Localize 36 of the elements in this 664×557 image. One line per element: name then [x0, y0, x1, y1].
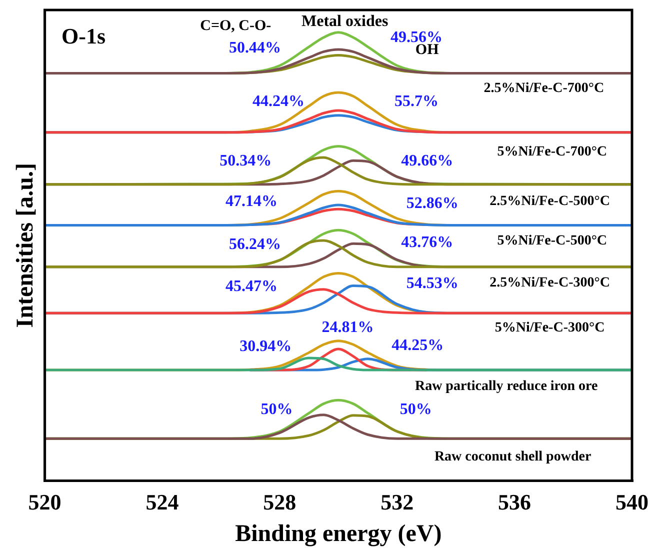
annotation: 44.25% — [392, 336, 444, 354]
x-tick-label: 532 — [380, 490, 414, 515]
annotation: 50% — [260, 400, 293, 418]
annotation: 44.24% — [252, 92, 305, 110]
annotation: 50.44% — [229, 39, 282, 56]
annotation: O-1s — [62, 23, 106, 48]
annotation: 5%Ni/Fe-C-300°C — [494, 320, 605, 336]
annotation: Raw partically reduce iron ore — [414, 379, 598, 394]
annotation: 56.24% — [229, 236, 282, 254]
annotation: 55.7% — [394, 92, 438, 110]
x-axis-title: Binding energy (eV) — [235, 520, 442, 547]
x-tick-label: 524 — [146, 490, 179, 515]
x-tick-label: 520 — [28, 490, 62, 515]
annotation: 50.34% — [220, 152, 272, 170]
annotation: 5%Ni/Fe-C-700°C — [497, 144, 608, 160]
annotation: 54.53% — [406, 275, 458, 292]
x-tick-label: 528 — [263, 490, 296, 515]
annotation: Raw coconut shell powder — [434, 449, 592, 464]
y-axis-title: Intensities [a.u.] — [12, 163, 39, 328]
annotation: 47.14% — [225, 193, 278, 210]
annotation: 5%Ni/Fe-C-500°C — [497, 233, 608, 248]
annotation: 43.76% — [401, 234, 454, 252]
annotation: C=O, C-O- — [200, 18, 272, 34]
annotation: 24.81% — [322, 318, 374, 336]
text: Metal oxides — [302, 12, 388, 30]
annotation: 49.66% — [401, 152, 454, 170]
annotation: 2.5%Ni/Fe-C-500°C — [490, 194, 610, 209]
annotation: 30.94% — [240, 338, 292, 355]
annotation: 45.47% — [225, 278, 278, 295]
annotation: OH — [415, 42, 440, 58]
annotation: 2.5%Ni/Fe-C-700°C — [484, 80, 604, 96]
annotation: 52.86% — [406, 195, 458, 212]
annotation: 2.5%Ni/Fe-C-300°C — [490, 276, 610, 291]
annotation: 50% — [400, 400, 432, 418]
x-tick-label: 536 — [498, 490, 532, 515]
x-tick-label: 540 — [616, 490, 648, 515]
